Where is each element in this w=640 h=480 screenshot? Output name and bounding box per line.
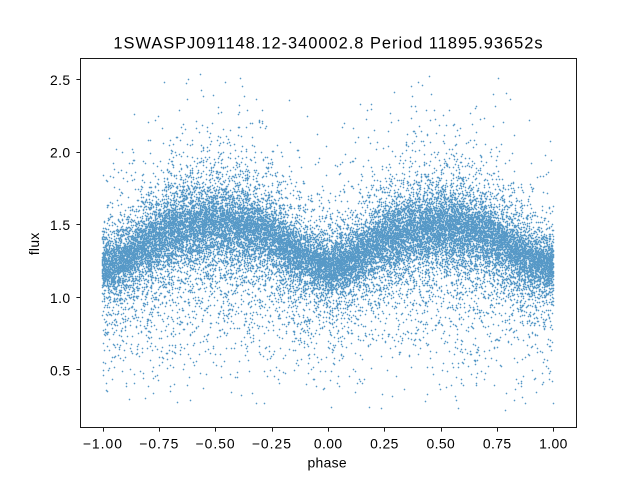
svg-text:2.0: 2.0 xyxy=(50,145,71,161)
svg-text:−0.25: −0.25 xyxy=(252,435,292,451)
svg-text:0.75: 0.75 xyxy=(483,435,512,451)
svg-text:−0.50: −0.50 xyxy=(196,435,236,451)
svg-text:0.00: 0.00 xyxy=(314,435,343,451)
svg-text:0.25: 0.25 xyxy=(370,435,399,451)
svg-text:2.5: 2.5 xyxy=(50,72,71,88)
svg-text:−1.00: −1.00 xyxy=(83,435,123,451)
svg-text:1.5: 1.5 xyxy=(50,217,71,233)
svg-text:1SWASPJ091148.12-340002.8 Peri: 1SWASPJ091148.12-340002.8 Period 11895.9… xyxy=(113,34,543,52)
svg-text:0.5: 0.5 xyxy=(50,362,71,378)
svg-text:phase: phase xyxy=(308,454,347,470)
svg-text:−0.75: −0.75 xyxy=(139,435,179,451)
svg-text:0.50: 0.50 xyxy=(426,435,455,451)
svg-text:flux: flux xyxy=(26,232,42,255)
svg-text:1.0: 1.0 xyxy=(50,290,71,306)
svg-text:1.00: 1.00 xyxy=(539,435,568,451)
